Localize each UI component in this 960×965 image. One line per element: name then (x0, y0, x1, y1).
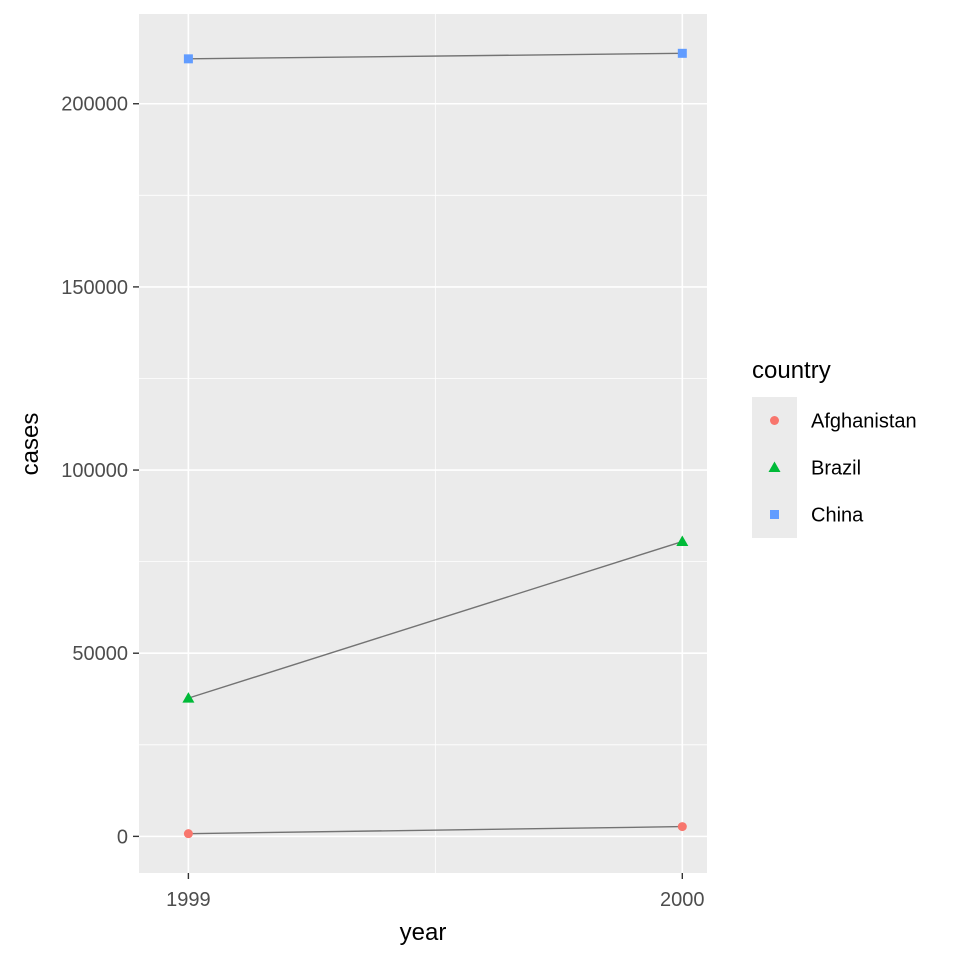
series-line-brazil (188, 540, 683, 699)
data-point-brazil (676, 535, 689, 547)
legend: country Afghanistan Brazil China (752, 357, 917, 538)
x-tick-label: 2000 (660, 889, 705, 911)
y-tick-label: 50000 (72, 643, 128, 665)
data-point-afghanistan (183, 829, 193, 839)
x-axis-title: year (400, 919, 447, 946)
y-axis: 0 50000 100000 150000 200000 (61, 94, 139, 848)
x-axis: 1999 2000 (166, 873, 705, 911)
series-line-afghanistan (188, 825, 683, 835)
plot-panel (139, 14, 707, 873)
legend-items: Afghanistan Brazil China (752, 397, 917, 538)
legend-label-afghanistan: Afghanistan (811, 411, 917, 433)
legend-marker-brazil (768, 461, 781, 472)
data-point-afghanistan (677, 822, 687, 832)
series-lines (188, 52, 683, 835)
legend-title: country (752, 357, 831, 384)
data-point-brazil (182, 692, 195, 703)
legend-marker-china (770, 510, 779, 519)
data-point-china (183, 54, 193, 64)
legend-marker-afghanistan (770, 416, 779, 425)
x-tick-label: 1999 (166, 889, 211, 911)
y-axis-title: cases (17, 413, 44, 476)
series-line-china (188, 52, 683, 60)
data-points (182, 48, 689, 839)
legend-label-brazil: Brazil (811, 458, 861, 480)
y-tick-label: 0 (117, 826, 128, 848)
grid-lines (139, 14, 707, 873)
legend-label-china: China (811, 505, 864, 527)
data-point-china (677, 48, 687, 58)
y-tick-label: 150000 (61, 277, 128, 299)
y-tick-label: 100000 (61, 460, 128, 482)
y-tick-label: 200000 (61, 94, 128, 116)
